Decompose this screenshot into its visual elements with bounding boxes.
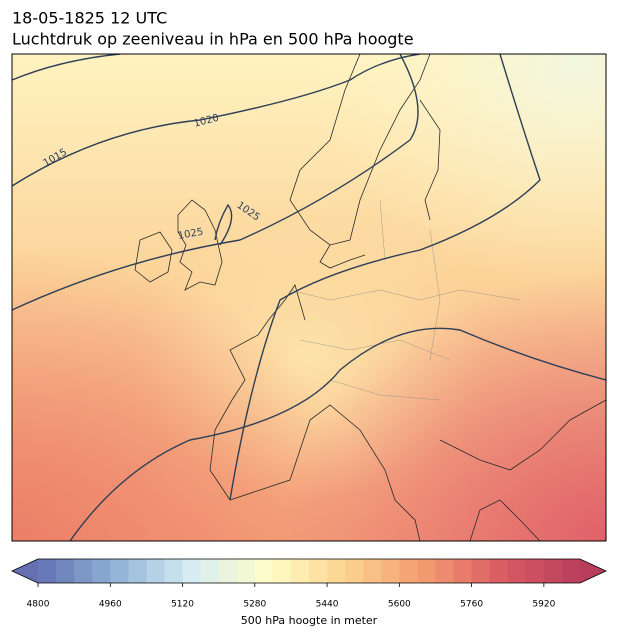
colorbar-segment xyxy=(435,559,455,583)
colorbar-segment xyxy=(164,559,184,583)
colorbar-tick-label: 4960 xyxy=(99,600,122,610)
colorbar-segment xyxy=(561,559,581,583)
colorbar: 4800 4960 5120 5280 5440 5600 5760 5920 xyxy=(11,558,607,610)
colorbar-extend-high xyxy=(580,559,606,583)
colorbar-segment xyxy=(489,559,509,583)
colorbar-segment xyxy=(381,559,400,583)
colorbar-segment xyxy=(399,559,418,583)
colorbar-extend-low xyxy=(12,559,38,583)
colorbar-tick-label: 5280 xyxy=(243,600,266,610)
map: 1015 1020 1025 1025 xyxy=(12,54,606,541)
colorbar-segment xyxy=(92,559,111,583)
colorbar-segment xyxy=(254,559,274,583)
map-frame xyxy=(11,53,607,542)
colorbar-segment xyxy=(146,559,165,583)
colorbar-segment xyxy=(525,559,545,583)
colorbar-tick-label: 5120 xyxy=(171,600,194,610)
colorbar-segment xyxy=(182,559,202,583)
colorbar-segment xyxy=(417,559,436,583)
colorbar-segment xyxy=(363,559,382,583)
colorbar-tick-label: 5760 xyxy=(460,600,483,610)
colorbar-segment xyxy=(471,559,491,583)
colorbar-segment xyxy=(128,559,147,583)
colorbar-tick-label: 5600 xyxy=(388,600,411,610)
colorbar-outline xyxy=(11,558,607,584)
colorbar-segment xyxy=(453,559,473,583)
colorbar-label: 500 hPa hoogte in meter xyxy=(241,614,378,627)
title-line: Luchtdruk op zeeniveau in hPa en 500 hPa… xyxy=(12,30,414,49)
colorbar-segment xyxy=(74,559,93,583)
colorbar-segment xyxy=(110,559,129,583)
colorbar-segment xyxy=(543,559,563,583)
contour-label: 1025 xyxy=(177,227,204,242)
colorbar-segment xyxy=(327,559,346,583)
colorbar-segment xyxy=(507,559,527,583)
colorbar-segment xyxy=(309,559,328,583)
title-line: 18-05-1825 12 UTC xyxy=(12,9,167,28)
colorbar-segment xyxy=(236,559,256,583)
colorbar-segment xyxy=(200,559,220,583)
colorbar-segment xyxy=(38,559,57,583)
colorbar-segment xyxy=(56,559,75,583)
colorbar-tick-label: 4800 xyxy=(27,600,50,610)
colorbar-segment xyxy=(218,559,238,583)
colorbar-segment xyxy=(345,559,364,583)
colorbar-tick-label: 5920 xyxy=(532,600,555,610)
colorbar-tick-label: 5440 xyxy=(316,600,339,610)
colorbar-segment xyxy=(272,559,292,583)
colorbar-segment xyxy=(290,559,310,583)
